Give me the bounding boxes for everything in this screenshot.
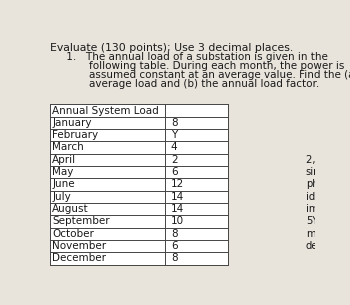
Text: del: del <box>306 241 321 251</box>
Text: imp: imp <box>306 204 324 214</box>
Text: March: March <box>52 142 84 152</box>
Text: 8: 8 <box>171 118 177 128</box>
Text: 10: 10 <box>171 217 184 226</box>
Text: following table. During each month, the power is: following table. During each month, the … <box>50 61 344 71</box>
Text: 2: 2 <box>171 155 177 165</box>
Text: 14: 14 <box>171 192 184 202</box>
Text: 6: 6 <box>171 167 177 177</box>
Text: Y: Y <box>171 130 177 140</box>
Text: September: September <box>52 217 110 226</box>
Text: idea: idea <box>306 192 327 202</box>
Text: February: February <box>52 130 98 140</box>
Text: average load and (b) the annual load factor.: average load and (b) the annual load fac… <box>50 79 319 88</box>
Text: assumed constant at an average value. Find the (a): assumed constant at an average value. Fi… <box>50 70 350 80</box>
Text: 12: 12 <box>171 179 184 189</box>
Text: 14: 14 <box>171 204 184 214</box>
Text: Evaluate (130 points); Use 3 decimal places.: Evaluate (130 points); Use 3 decimal pla… <box>50 43 293 53</box>
Text: 5Y5: 5Y5 <box>306 217 324 226</box>
Text: Annual System Load: Annual System Load <box>52 106 159 116</box>
Text: June: June <box>52 179 75 189</box>
Text: phas: phas <box>306 179 330 189</box>
Text: December: December <box>52 253 106 263</box>
Text: April: April <box>52 155 76 165</box>
Text: 6: 6 <box>171 241 177 251</box>
Text: January: January <box>52 118 92 128</box>
Text: August: August <box>52 204 89 214</box>
Text: ma: ma <box>306 229 321 239</box>
Text: 1.   The annual load of a substation is given in the: 1. The annual load of a substation is gi… <box>50 52 328 62</box>
Bar <box>50 104 228 264</box>
Text: 4: 4 <box>171 142 177 152</box>
Text: October: October <box>52 229 94 239</box>
Text: 8: 8 <box>171 253 177 263</box>
Text: singl: singl <box>306 167 329 177</box>
Text: November: November <box>52 241 106 251</box>
Text: July: July <box>52 192 71 202</box>
Text: 2, Tv: 2, Tv <box>306 155 330 165</box>
Text: 8: 8 <box>171 229 177 239</box>
Text: May: May <box>52 167 74 177</box>
